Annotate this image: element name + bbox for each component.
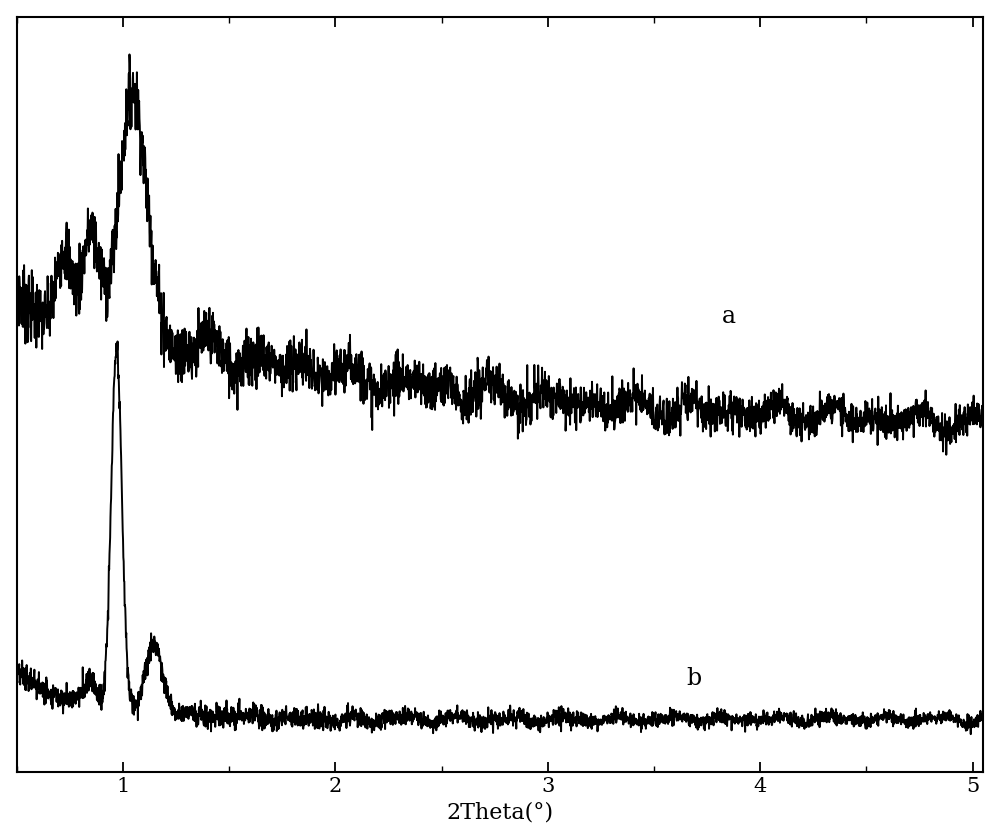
Text: a: a	[722, 305, 736, 328]
X-axis label: 2Theta(°): 2Theta(°)	[446, 801, 554, 823]
Text: b: b	[686, 667, 701, 690]
